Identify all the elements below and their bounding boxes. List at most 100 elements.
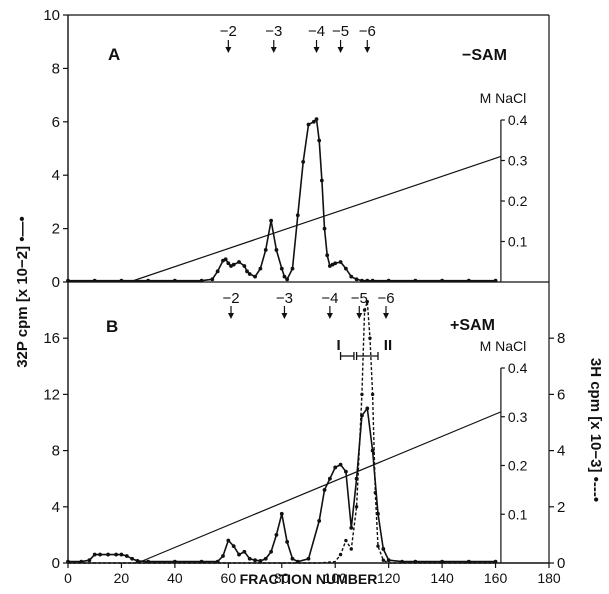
x-tick-label: 140 bbox=[430, 570, 454, 586]
p32-point bbox=[269, 549, 273, 554]
right-axis-title: 3H cpm [x 10−3] •---• bbox=[587, 358, 604, 502]
p32-point bbox=[295, 213, 300, 218]
p32-point bbox=[114, 552, 118, 557]
fraction-label: II bbox=[384, 337, 392, 354]
nacl-tick-label: 0.3 bbox=[508, 153, 528, 169]
y-tick-label: 0 bbox=[52, 555, 60, 572]
panel-label: B bbox=[106, 317, 118, 336]
p32-point bbox=[349, 274, 354, 279]
p32-point bbox=[322, 488, 327, 492]
p32-point bbox=[333, 465, 338, 470]
h3-point bbox=[360, 392, 364, 397]
panel-a: 0 2 4 6 8 10 0.1 0.2 0.3 0.4 M NaCl A −SAM −2 −3 −4 −5 −6 bbox=[43, 7, 527, 291]
p32-point bbox=[242, 549, 247, 554]
marker-label: −4 bbox=[321, 290, 338, 307]
p32-point bbox=[381, 547, 386, 551]
p32-point bbox=[237, 552, 241, 557]
p32-point bbox=[221, 554, 225, 558]
marker-arrowhead bbox=[313, 47, 320, 53]
p32-point bbox=[370, 278, 375, 283]
p32-point bbox=[245, 269, 249, 274]
marker-arrowhead bbox=[382, 313, 389, 319]
p32-point bbox=[413, 278, 418, 283]
nacl-tick-label: 0.4 bbox=[508, 360, 528, 376]
p32-point bbox=[269, 218, 273, 223]
p32-point bbox=[325, 253, 330, 258]
h3-tick-label: 2 bbox=[557, 499, 565, 516]
p32-point bbox=[319, 178, 324, 183]
h3-point bbox=[373, 491, 378, 495]
p32-point bbox=[172, 278, 177, 283]
h3-point bbox=[365, 299, 369, 304]
p32-point bbox=[317, 138, 322, 143]
h3-series-line bbox=[68, 301, 496, 564]
p32-point bbox=[344, 469, 348, 474]
p32-point bbox=[306, 556, 311, 561]
p32-point bbox=[106, 552, 110, 557]
h3-point bbox=[349, 547, 353, 551]
h3-point bbox=[368, 336, 372, 340]
p32-point bbox=[119, 278, 124, 283]
fraction-label: I bbox=[336, 337, 340, 354]
marker-label: −2 bbox=[220, 23, 237, 40]
p32-point bbox=[231, 544, 236, 549]
p32-point bbox=[360, 278, 364, 283]
p32-point bbox=[135, 558, 140, 563]
p32-point bbox=[317, 518, 322, 523]
marker-label: −4 bbox=[308, 23, 325, 40]
p32-point bbox=[92, 278, 97, 283]
h3-point bbox=[354, 505, 359, 509]
p32-point bbox=[311, 119, 316, 124]
panel-b: 0 4 8 12 16 0.1 0.2 0.3 0.4 M NaCl 0 2 4 6 8 B +SAM −2 −3 −… bbox=[43, 290, 565, 572]
marker-label: −6 bbox=[377, 290, 394, 307]
marker-label: −5 bbox=[351, 290, 368, 307]
y-tick-label: 4 bbox=[52, 499, 60, 516]
marker-arrowhead bbox=[356, 313, 363, 319]
nacl-tick-label: 0.4 bbox=[508, 112, 528, 128]
p32-point bbox=[306, 122, 311, 127]
nacl-tick-label: 0.2 bbox=[508, 458, 528, 474]
x-tick-label: 20 bbox=[114, 570, 130, 586]
y-tick-label: 12 bbox=[43, 386, 60, 403]
p32-point bbox=[263, 556, 268, 561]
p32-point bbox=[253, 274, 257, 279]
p32-point bbox=[365, 278, 370, 283]
p32-point bbox=[285, 540, 290, 544]
p32-point bbox=[344, 266, 348, 271]
y-tick-label: 4 bbox=[52, 167, 60, 184]
nacl-tick-label: 0.2 bbox=[508, 193, 528, 209]
marker-arrowhead bbox=[228, 313, 235, 319]
h3-point bbox=[344, 538, 348, 543]
p32-point bbox=[466, 278, 471, 283]
y-tick-label: 0 bbox=[52, 274, 60, 291]
marker-label: −5 bbox=[332, 23, 349, 40]
p32-point bbox=[327, 476, 332, 481]
p32-point bbox=[130, 556, 135, 561]
panel-label: A bbox=[108, 45, 120, 64]
p32-point bbox=[365, 406, 370, 411]
p32-point bbox=[274, 533, 279, 537]
p32-point bbox=[349, 525, 354, 530]
p32-point bbox=[274, 248, 279, 252]
p32-point bbox=[290, 556, 295, 561]
p32-point bbox=[124, 554, 129, 558]
p32-point bbox=[354, 277, 359, 282]
p32-point bbox=[493, 278, 498, 283]
nacl-axis-label: M NaCl bbox=[480, 90, 527, 106]
p32-point bbox=[226, 538, 231, 543]
p32-point bbox=[210, 277, 215, 282]
p32-point bbox=[226, 261, 231, 266]
p32-point bbox=[322, 226, 327, 231]
marker-arrowhead bbox=[364, 47, 371, 53]
p32-point bbox=[258, 558, 263, 563]
p32-point bbox=[338, 462, 343, 467]
nacl-tick-label: 0.1 bbox=[508, 234, 528, 250]
y-tick-label: 8 bbox=[52, 60, 60, 77]
marker-label: −3 bbox=[276, 290, 293, 307]
condition-label: +SAM bbox=[450, 317, 495, 334]
marker-arrowhead bbox=[337, 47, 344, 53]
marker-label: −3 bbox=[265, 23, 282, 40]
x-tick-label: 120 bbox=[377, 570, 401, 586]
p32-point bbox=[290, 266, 295, 271]
nacl-tick-label: 0.3 bbox=[508, 409, 528, 425]
